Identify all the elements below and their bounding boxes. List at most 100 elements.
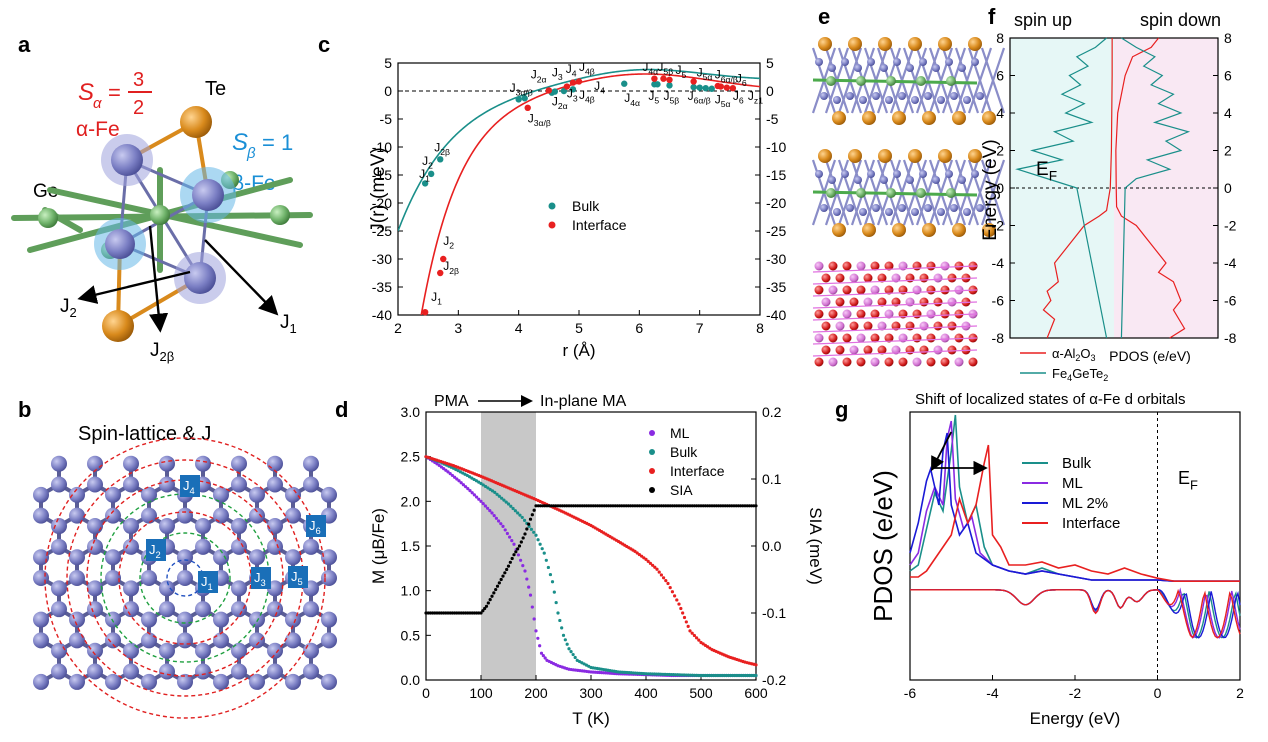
lattice-atom xyxy=(177,611,193,628)
data-point-sia xyxy=(607,504,611,508)
x-axis-label: r (Å) xyxy=(562,341,595,360)
data-point-sia xyxy=(602,504,606,508)
data-point-interface xyxy=(682,615,687,620)
data-point-interface xyxy=(660,75,667,82)
data-point-interface xyxy=(642,556,646,560)
lattice-atom xyxy=(69,507,85,524)
lattice-atom xyxy=(195,642,211,659)
lattice-atom xyxy=(87,538,103,555)
al-atom xyxy=(814,261,824,271)
legend-label-bulk: Bulk xyxy=(572,198,600,214)
lattice-atom xyxy=(87,663,103,680)
ge-atom xyxy=(916,76,926,86)
y2-tick-label: -8 xyxy=(1224,330,1237,346)
o-atom xyxy=(884,285,894,295)
al-atom xyxy=(856,333,866,343)
lattice-atom xyxy=(267,518,283,535)
lattice-atom xyxy=(105,486,121,503)
data-point-ml xyxy=(481,502,485,506)
fe-atom xyxy=(937,96,945,104)
pdos-up-interface xyxy=(910,444,1240,582)
al-atom xyxy=(821,297,831,307)
data-point-sia xyxy=(450,611,454,615)
data-point-sia xyxy=(717,504,721,508)
s-alpha-formula: S α = 3 2 α-Fe xyxy=(76,69,152,141)
legend-marker-ml xyxy=(649,430,655,436)
data-point-sia xyxy=(618,504,622,508)
j-label-box xyxy=(180,475,200,497)
al-atom xyxy=(947,297,957,307)
lattice-atom xyxy=(51,518,67,535)
y-tick-label: -15 xyxy=(372,167,392,183)
data-point-sia xyxy=(534,504,538,508)
data-point-ml xyxy=(534,629,538,633)
lattice-atom xyxy=(141,611,157,628)
y2-tick-label: 8 xyxy=(1224,30,1232,46)
panel-f: f spin up spin down 8 8 6 6 4 4 2 2 0 0 -2 -2 -4 -4 -6… xyxy=(980,4,1237,383)
te-atom xyxy=(832,223,846,237)
te-label: Te xyxy=(205,78,226,100)
j-annotation: J5β xyxy=(663,89,679,106)
data-point-interface xyxy=(681,611,685,615)
fe-atom xyxy=(958,176,966,184)
data-point-bulk xyxy=(561,633,566,637)
te-atom xyxy=(968,149,982,163)
lattice-atom xyxy=(141,486,157,503)
lattice-atom xyxy=(249,673,265,690)
fe-atom xyxy=(971,58,979,66)
lattice-atom xyxy=(87,580,103,597)
fe-atom xyxy=(950,204,958,212)
o-atom xyxy=(912,261,922,271)
lattice-atom xyxy=(105,673,121,690)
data-point-ml xyxy=(525,577,529,581)
data-point-bulk xyxy=(497,494,501,498)
fe-atom xyxy=(833,96,841,104)
o-atom xyxy=(870,309,880,319)
legend-label: Fe4GeTe2 xyxy=(1052,366,1108,383)
data-point-sia xyxy=(499,577,503,582)
al-atom xyxy=(842,309,852,319)
data-point-bulk xyxy=(515,96,522,103)
lattice-atom xyxy=(69,611,85,628)
lattice-atom xyxy=(123,580,139,597)
o-atom xyxy=(926,333,936,343)
data-point-bulk xyxy=(551,88,559,95)
y-tick-label: 6 xyxy=(996,68,1004,84)
o-atom xyxy=(849,297,859,307)
te-atom xyxy=(982,111,996,125)
j-annotation: J6α/β xyxy=(688,89,711,106)
lattice-atom xyxy=(141,507,157,524)
data-point-sia xyxy=(508,560,512,564)
data-point-sia xyxy=(750,504,754,508)
y-tick-label: -10 xyxy=(372,139,392,155)
x-tick-label: 300 xyxy=(579,685,603,701)
j-annotation: J4β xyxy=(579,60,595,77)
o-atom xyxy=(849,321,859,331)
spin-up-shade xyxy=(1010,38,1114,338)
y-tick-label: 0.0 xyxy=(401,672,421,688)
data-point-ml xyxy=(435,462,439,466)
fe-bond xyxy=(980,47,1006,114)
x-tick-label: 2 xyxy=(1236,685,1244,701)
data-point-sia xyxy=(468,611,472,615)
data-point-ml xyxy=(442,467,446,471)
data-point-sia xyxy=(486,601,490,605)
data-point-sia xyxy=(558,504,562,508)
data-point-interface xyxy=(754,663,758,667)
fe-atom xyxy=(854,64,862,72)
data-point-bulk xyxy=(486,486,490,490)
lattice-atom xyxy=(69,549,85,566)
data-point-sia xyxy=(620,504,624,508)
fe-atom xyxy=(867,170,875,178)
data-point-interface xyxy=(729,85,737,92)
lattice-atom xyxy=(51,476,67,493)
j-annotation: J2α xyxy=(531,68,547,85)
data-point-sia xyxy=(437,611,441,615)
lattice-atom xyxy=(33,549,49,566)
data-point-bulk xyxy=(690,83,697,91)
data-point-bulk xyxy=(708,85,715,92)
data-point-sia xyxy=(475,611,479,615)
al-o-bond xyxy=(812,277,978,285)
lattice-atom xyxy=(141,673,157,690)
data-point-sia xyxy=(426,611,430,615)
